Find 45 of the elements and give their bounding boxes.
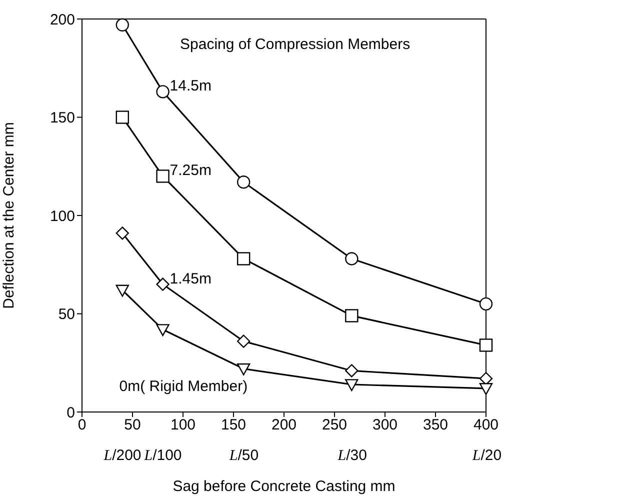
point (345, 379, 358, 392)
x-tick-label: 100 (170, 416, 196, 434)
x-tick-label: 250 (322, 416, 348, 434)
y-axis-title: Deflection at the Center mm (0, 122, 18, 309)
point (116, 284, 129, 297)
series-label: 7.25m (170, 162, 212, 180)
point (479, 383, 493, 396)
series-label: 1.45m (170, 270, 212, 288)
annotation: Spacing of Compression Members (180, 36, 410, 53)
point (156, 170, 170, 183)
text: L/50 (229, 447, 259, 465)
point (479, 297, 493, 311)
point (156, 85, 170, 98)
series-label: 14.5m (170, 78, 212, 95)
y-tick-label: 0 (66, 404, 75, 422)
point (156, 324, 170, 336)
x-tick-label: 150 (220, 416, 246, 434)
text: L/100 (144, 447, 182, 465)
point (345, 364, 358, 378)
point (237, 252, 250, 266)
text: L/200 (104, 447, 142, 465)
y-tick-label: 50 (58, 306, 75, 324)
x-tick-label: 0 (78, 416, 86, 434)
x-axis-title: Sag before Concrete Casting mm (172, 478, 396, 495)
point (345, 252, 358, 266)
x-tick-label: 350 (422, 416, 448, 434)
point (156, 278, 170, 291)
point (116, 110, 129, 124)
x-tick-label: 200 (271, 416, 297, 434)
y-tick-label: 150 (50, 110, 75, 127)
y-tick-label: 100 (50, 208, 75, 225)
point (116, 18, 129, 32)
point (237, 363, 250, 376)
point (237, 334, 250, 348)
series-label: 0m( Rigid Member) (119, 378, 248, 395)
point (345, 309, 358, 322)
y-tick-label: 200 (50, 11, 75, 28)
x-tick-label: 400 (473, 416, 499, 434)
point (116, 226, 129, 240)
x-tick-label: 50 (124, 416, 141, 434)
text: L/20 (472, 447, 502, 465)
text: L/30 (338, 447, 367, 465)
point (479, 338, 493, 352)
x-tick-label: 300 (372, 416, 398, 434)
point (237, 175, 250, 189)
